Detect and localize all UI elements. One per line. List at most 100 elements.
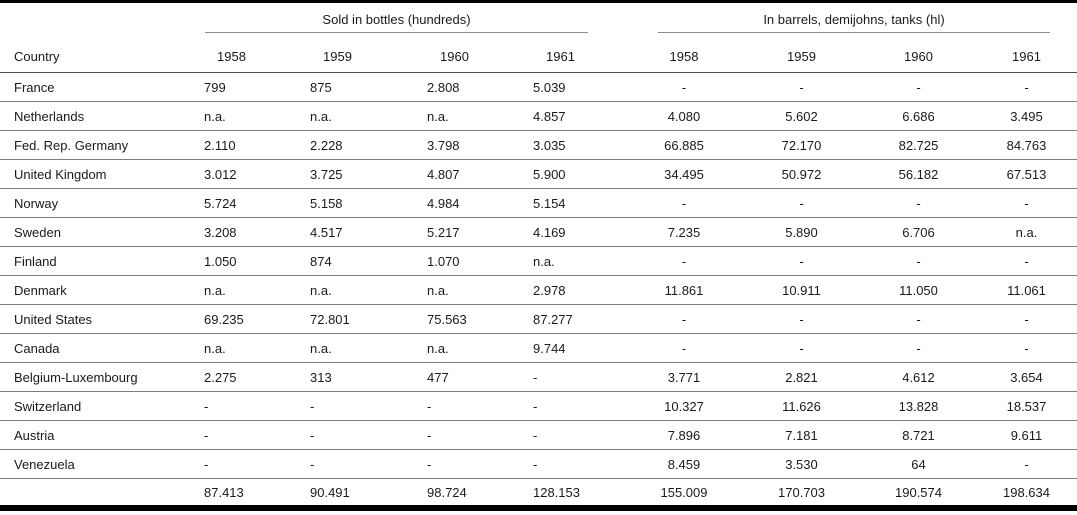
value-cell: 8.459	[667, 457, 701, 472]
country-cell: Switzerland	[14, 399, 82, 414]
value-cell: 82.725	[898, 138, 939, 153]
value-cell: n.a.	[204, 341, 226, 356]
totals-label-cell	[0, 479, 196, 508]
value-cell: -	[1024, 196, 1029, 211]
value-cell: 4.857	[533, 109, 566, 124]
country-cell: Finland	[14, 254, 57, 269]
table-row: Venezuela - - - - 8.459 3.530 64 -	[0, 450, 1077, 479]
group-spacer-cell	[0, 2, 196, 33]
value-cell: 5.900	[533, 167, 566, 182]
value-cell: n.a.	[427, 109, 449, 124]
value-cell: -	[1024, 312, 1029, 327]
country-cell: Venezuela	[14, 457, 75, 472]
value-cell: 2.978	[533, 283, 566, 298]
total-cell: 128.153	[533, 484, 580, 500]
value-cell: n.a.	[427, 341, 449, 356]
value-cell: -	[916, 196, 921, 211]
value-cell: -	[799, 312, 804, 327]
value-cell: 5.890	[785, 225, 818, 240]
value-cell: 72.801	[310, 312, 350, 327]
value-cell: n.a.	[533, 254, 555, 269]
year-header-bottles-1960: 1960	[440, 49, 469, 64]
value-cell: -	[1024, 457, 1029, 472]
value-cell: 313	[310, 370, 332, 385]
country-cell: Canada	[14, 341, 60, 356]
value-cell: n.a.	[1015, 225, 1038, 240]
table-row: Denmark n.a. n.a. n.a. 2.978 11.861 10.9…	[0, 276, 1077, 305]
value-cell: 3.798	[427, 138, 460, 153]
value-cell: -	[427, 428, 432, 443]
table-row: Netherlands n.a. n.a. n.a. 4.857 4.080 5…	[0, 102, 1077, 131]
value-cell: -	[799, 254, 804, 269]
value-cell: n.a.	[427, 283, 449, 298]
value-cell: -	[204, 399, 209, 414]
value-cell: 69.235	[204, 312, 244, 327]
value-cell: 1.050	[204, 254, 237, 269]
value-cell: 11.861	[664, 283, 704, 298]
value-cell: 3.208	[204, 225, 237, 240]
value-cell: 87.277	[533, 312, 573, 327]
value-cell: -	[427, 457, 432, 472]
value-cell: -	[533, 428, 538, 443]
year-header-barrels-1960: 1960	[904, 49, 933, 64]
value-cell: 2.821	[785, 370, 818, 385]
value-cell: 875	[310, 80, 332, 95]
table-row: Sweden 3.208 4.517 5.217 4.169 7.235 5.8…	[0, 218, 1077, 247]
value-cell: -	[310, 399, 315, 414]
table-row: Belgium-Luxembourg 2.275 313 477 - 3.771…	[0, 363, 1077, 392]
value-cell: 11.050	[899, 283, 938, 298]
value-cell: 2.228	[310, 138, 343, 153]
value-cell: -	[204, 457, 209, 472]
value-cell: 5.039	[533, 80, 566, 95]
value-cell: 7.181	[785, 428, 818, 443]
country-cell: Fed. Rep. Germany	[14, 138, 129, 153]
value-cell: -	[681, 341, 687, 356]
value-cell: 5.154	[533, 196, 566, 211]
value-cell: 6.706	[902, 225, 935, 240]
value-cell: 56.182	[898, 167, 939, 182]
table-row: Norway 5.724 5.158 4.984 5.154 - - - -	[0, 189, 1077, 218]
value-cell: -	[1024, 254, 1029, 269]
value-cell: 5.217	[427, 225, 460, 240]
table-row: Austria - - - - 7.896 7.181 8.721 9.611	[0, 421, 1077, 450]
value-cell: 50.972	[781, 167, 822, 182]
value-cell: 84.763	[1006, 138, 1047, 153]
value-cell: -	[916, 312, 921, 327]
group-cell-barrels: In barrels, demijohns, tanks (hl)	[626, 2, 1077, 33]
value-cell: 2.808	[427, 80, 460, 95]
value-cell: 72.170	[781, 138, 822, 153]
value-cell: 2.110	[204, 138, 236, 153]
value-cell: 3.725	[310, 167, 343, 182]
value-cell: 66.885	[664, 138, 704, 153]
country-header: Country	[14, 49, 60, 64]
country-cell: Sweden	[14, 225, 61, 240]
value-cell: 75.563	[427, 312, 467, 327]
country-cell: Norway	[14, 196, 59, 211]
total-cell: 190.574	[895, 484, 942, 500]
value-cell: 67.513	[1006, 167, 1047, 182]
value-cell: -	[799, 80, 804, 95]
value-cell: 5.158	[310, 196, 343, 211]
value-cell: -	[533, 370, 538, 385]
table-row: Canada n.a. n.a. n.a. 9.744 - - - -	[0, 334, 1077, 363]
country-cell: Netherlands	[14, 109, 85, 124]
value-cell: 3.035	[533, 138, 566, 153]
value-cell: 3.771	[667, 370, 701, 385]
column-header-row: Country 1958 1959 1960 1961 1958 1959 19…	[0, 33, 1077, 73]
value-cell: 6.686	[902, 109, 935, 124]
value-cell: 4.080	[667, 109, 701, 124]
total-cell: 87.413	[204, 484, 244, 500]
value-cell: -	[310, 457, 315, 472]
country-cell: Denmark	[14, 283, 67, 298]
country-cell: Belgium-Luxembourg	[14, 370, 138, 385]
value-cell: n.a.	[310, 341, 332, 356]
value-cell: -	[799, 341, 804, 356]
value-cell: 3.012	[204, 167, 237, 182]
value-cell: 799	[204, 80, 226, 95]
value-cell: n.a.	[204, 109, 226, 124]
value-cell: 4.807	[427, 167, 460, 182]
value-cell: 3.654	[1010, 370, 1043, 385]
column-group-bottles-label: Sold in bottles (hundreds)	[205, 13, 588, 33]
